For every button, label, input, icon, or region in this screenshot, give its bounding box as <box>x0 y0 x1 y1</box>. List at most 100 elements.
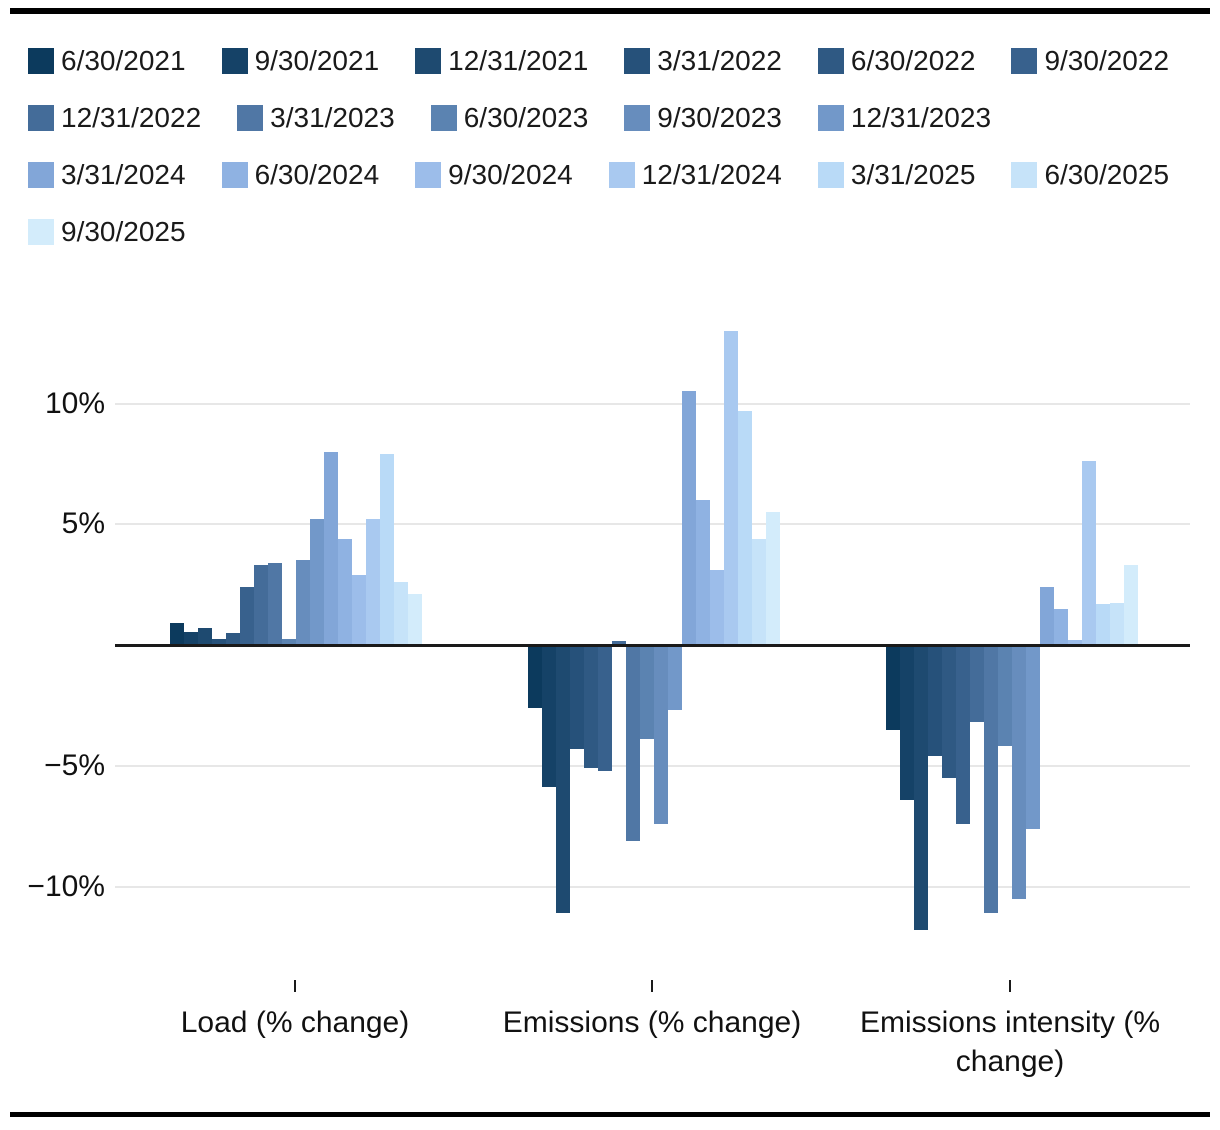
legend-item-9-30-2023[interactable]: 9/30/2023 <box>624 102 782 133</box>
y-axis-tick-label: 5% <box>61 507 105 541</box>
bar-12-31-2023[interactable] <box>310 519 324 645</box>
legend-label: 3/31/2024 <box>61 159 186 190</box>
gridline-5% <box>115 523 1190 526</box>
legend-swatch <box>415 47 442 74</box>
bar-6-30-2023[interactable] <box>998 645 1012 746</box>
legend-item-12-31-2024[interactable]: 12/31/2024 <box>608 161 782 189</box>
x-axis-tick <box>1009 980 1011 992</box>
bar-9-30-2025[interactable] <box>766 512 780 645</box>
legend-swatch <box>624 104 651 131</box>
bar-3-31-2025[interactable] <box>380 454 394 645</box>
bar-9-30-2021[interactable] <box>542 645 556 787</box>
gridline-−5% <box>115 764 1190 767</box>
bar-3-31-2022[interactable] <box>212 639 226 645</box>
bar-9-30-2021[interactable] <box>184 632 198 645</box>
legend-swatch <box>415 161 442 188</box>
legend-label: 6/30/2022 <box>850 45 976 76</box>
bar-12-31-2023[interactable] <box>1026 645 1040 829</box>
bar-12-31-2021[interactable] <box>914 645 928 930</box>
bar-3-31-2025[interactable] <box>738 411 752 645</box>
bar-6-30-2024[interactable] <box>696 500 710 645</box>
bar-9-30-2021[interactable] <box>900 645 914 800</box>
bar-3-31-2023[interactable] <box>268 563 282 645</box>
y-axis-tick-label: −10% <box>27 869 105 903</box>
bar-12-31-2022[interactable] <box>970 645 984 722</box>
legend-item-6-30-2024[interactable]: 6/30/2024 <box>221 161 379 189</box>
bar-9-30-2022[interactable] <box>598 645 612 771</box>
bar-6-30-2022[interactable] <box>942 645 956 778</box>
legend-item-3-31-2024[interactable]: 3/31/2024 <box>28 159 186 190</box>
legend-swatch <box>817 104 844 131</box>
legend-item-6-30-2023[interactable]: 6/30/2023 <box>430 104 588 132</box>
bar-6-30-2025[interactable] <box>752 539 766 645</box>
bar-12-31-2021[interactable] <box>198 628 212 645</box>
bar-9-30-2023[interactable] <box>1012 645 1026 899</box>
bar-3-31-2024[interactable] <box>682 391 696 645</box>
legend-item-9-30-2021[interactable]: 9/30/2021 <box>221 47 379 75</box>
legend-item-3-31-2022[interactable]: 3/31/2022 <box>624 45 782 76</box>
bar-9-30-2024[interactable] <box>352 575 366 645</box>
bar-12-31-2021[interactable] <box>556 645 570 913</box>
bar-12-31-2024[interactable] <box>366 519 380 645</box>
bar-12-31-2024[interactable] <box>1082 461 1096 645</box>
bar-6-30-2024[interactable] <box>1054 609 1068 645</box>
zero-baseline <box>115 644 1190 647</box>
bar-12-31-2023[interactable] <box>668 645 682 710</box>
category-label: Emissions intensity (% change) <box>859 1006 1161 1078</box>
bar-3-31-2024[interactable] <box>1040 587 1054 645</box>
bar-6-30-2021[interactable] <box>886 645 900 730</box>
legend-row: 3/31/2024 6/30/2024 9/30/2024 12/31/2024 3/3… <box>28 159 1198 190</box>
bar-6-30-2024[interactable] <box>338 539 352 645</box>
bar-3-31-2025[interactable] <box>1096 604 1110 645</box>
bar-12-31-2022[interactable] <box>612 641 626 645</box>
gridline-−10% <box>115 885 1190 888</box>
legend-item-12-31-2022[interactable]: 12/31/2022 <box>28 104 201 132</box>
bar-3-31-2022[interactable] <box>928 645 942 756</box>
bar-9-30-2022[interactable] <box>956 645 970 824</box>
bar-9-30-2024[interactable] <box>710 570 724 645</box>
bar-9-30-2025[interactable] <box>408 594 422 645</box>
bar-3-31-2022[interactable] <box>570 645 584 749</box>
legend-swatch <box>817 161 844 188</box>
legend-row: 6/30/2021 9/30/2021 12/31/2021 3/31/2022 6/3… <box>28 45 1198 76</box>
bar-6-30-2021[interactable] <box>528 645 542 708</box>
legend-swatch <box>430 104 457 131</box>
bar-6-30-2022[interactable] <box>584 645 598 768</box>
bar-12-31-2024[interactable] <box>724 331 738 645</box>
legend-row: 12/31/2022 3/31/2023 6/30/2023 9/30/2023 12/… <box>28 102 1198 133</box>
bar-3-31-2023[interactable] <box>626 645 640 841</box>
bar-6-30-2021[interactable] <box>170 623 184 645</box>
legend-swatch <box>608 161 635 188</box>
legend-swatch <box>237 104 264 131</box>
bar-3-31-2023[interactable] <box>984 645 998 913</box>
legend-item-3-31-2023[interactable]: 3/31/2023 <box>237 104 395 132</box>
bar-6-30-2025[interactable] <box>394 582 408 645</box>
legend-label: 3/31/2022 <box>657 45 782 76</box>
bar-6-30-2022[interactable] <box>226 633 240 645</box>
bar-9-30-2025[interactable] <box>1124 565 1138 645</box>
bar-6-30-2025[interactable] <box>1110 603 1124 645</box>
legend-item-6-30-2022[interactable]: 6/30/2022 <box>817 45 976 76</box>
bar-9-30-2024[interactable] <box>1068 640 1082 645</box>
legend-item-9-30-2024[interactable]: 9/30/2024 <box>415 161 573 189</box>
bar-12-31-2022[interactable] <box>254 565 268 645</box>
bar-9-30-2023[interactable] <box>654 645 668 824</box>
legend-item-12-31-2021[interactable]: 12/31/2021 <box>415 47 588 75</box>
legend-item-9-30-2022[interactable]: 9/30/2022 <box>1011 47 1169 75</box>
legend-item-6-30-2021[interactable]: 6/30/2021 <box>28 47 186 75</box>
bar-9-30-2023[interactable] <box>296 560 310 645</box>
legend-item-12-31-2023[interactable]: 12/31/2023 <box>817 102 992 133</box>
top-rule <box>10 8 1210 14</box>
legend-item-9-30-2025[interactable]: 9/30/2025 <box>28 216 186 247</box>
legend-swatch <box>221 47 248 74</box>
legend-item-6-30-2025[interactable]: 6/30/2025 <box>1011 161 1169 189</box>
legend-item-3-31-2025[interactable]: 3/31/2025 <box>817 161 975 189</box>
legend-label: 9/30/2025 <box>61 216 186 247</box>
bar-9-30-2022[interactable] <box>240 587 254 645</box>
bar-6-30-2023[interactable] <box>282 639 296 645</box>
bar-3-31-2024[interactable] <box>324 452 338 645</box>
legend-label: 9/30/2023 <box>657 102 782 133</box>
bar-6-30-2023[interactable] <box>640 645 654 739</box>
legend-label: 12/31/2023 <box>850 102 992 133</box>
